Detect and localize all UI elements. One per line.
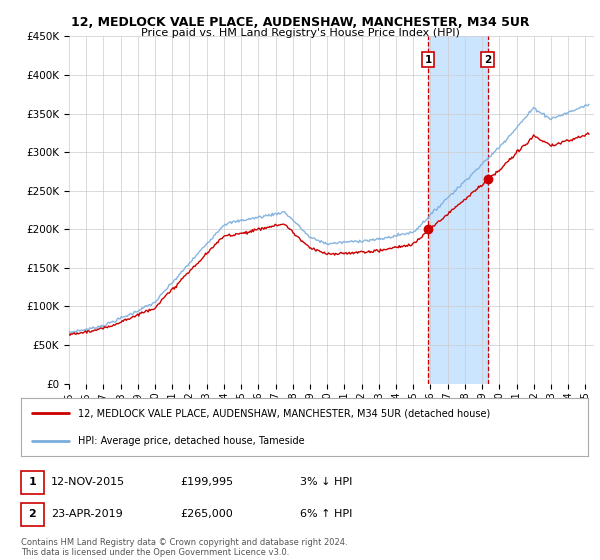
Text: 2: 2 [29,510,36,519]
Text: HPI: Average price, detached house, Tameside: HPI: Average price, detached house, Tame… [78,436,304,446]
Text: 12-NOV-2015: 12-NOV-2015 [51,478,125,487]
Text: 12, MEDLOCK VALE PLACE, AUDENSHAW, MANCHESTER, M34 5UR (detached house): 12, MEDLOCK VALE PLACE, AUDENSHAW, MANCH… [78,408,490,418]
Text: Contains HM Land Registry data © Crown copyright and database right 2024.
This d: Contains HM Land Registry data © Crown c… [21,538,347,557]
Text: 12, MEDLOCK VALE PLACE, AUDENSHAW, MANCHESTER, M34 5UR: 12, MEDLOCK VALE PLACE, AUDENSHAW, MANCH… [71,16,529,29]
Text: 23-APR-2019: 23-APR-2019 [51,510,123,519]
Text: £199,995: £199,995 [180,478,233,487]
Text: 2: 2 [484,54,491,64]
Text: 1: 1 [425,54,432,64]
Text: 1: 1 [29,478,36,487]
Text: 6% ↑ HPI: 6% ↑ HPI [300,510,352,519]
Text: £265,000: £265,000 [180,510,233,519]
Text: 3% ↓ HPI: 3% ↓ HPI [300,478,352,487]
Text: Price paid vs. HM Land Registry's House Price Index (HPI): Price paid vs. HM Land Registry's House … [140,28,460,38]
Bar [428,36,488,384]
